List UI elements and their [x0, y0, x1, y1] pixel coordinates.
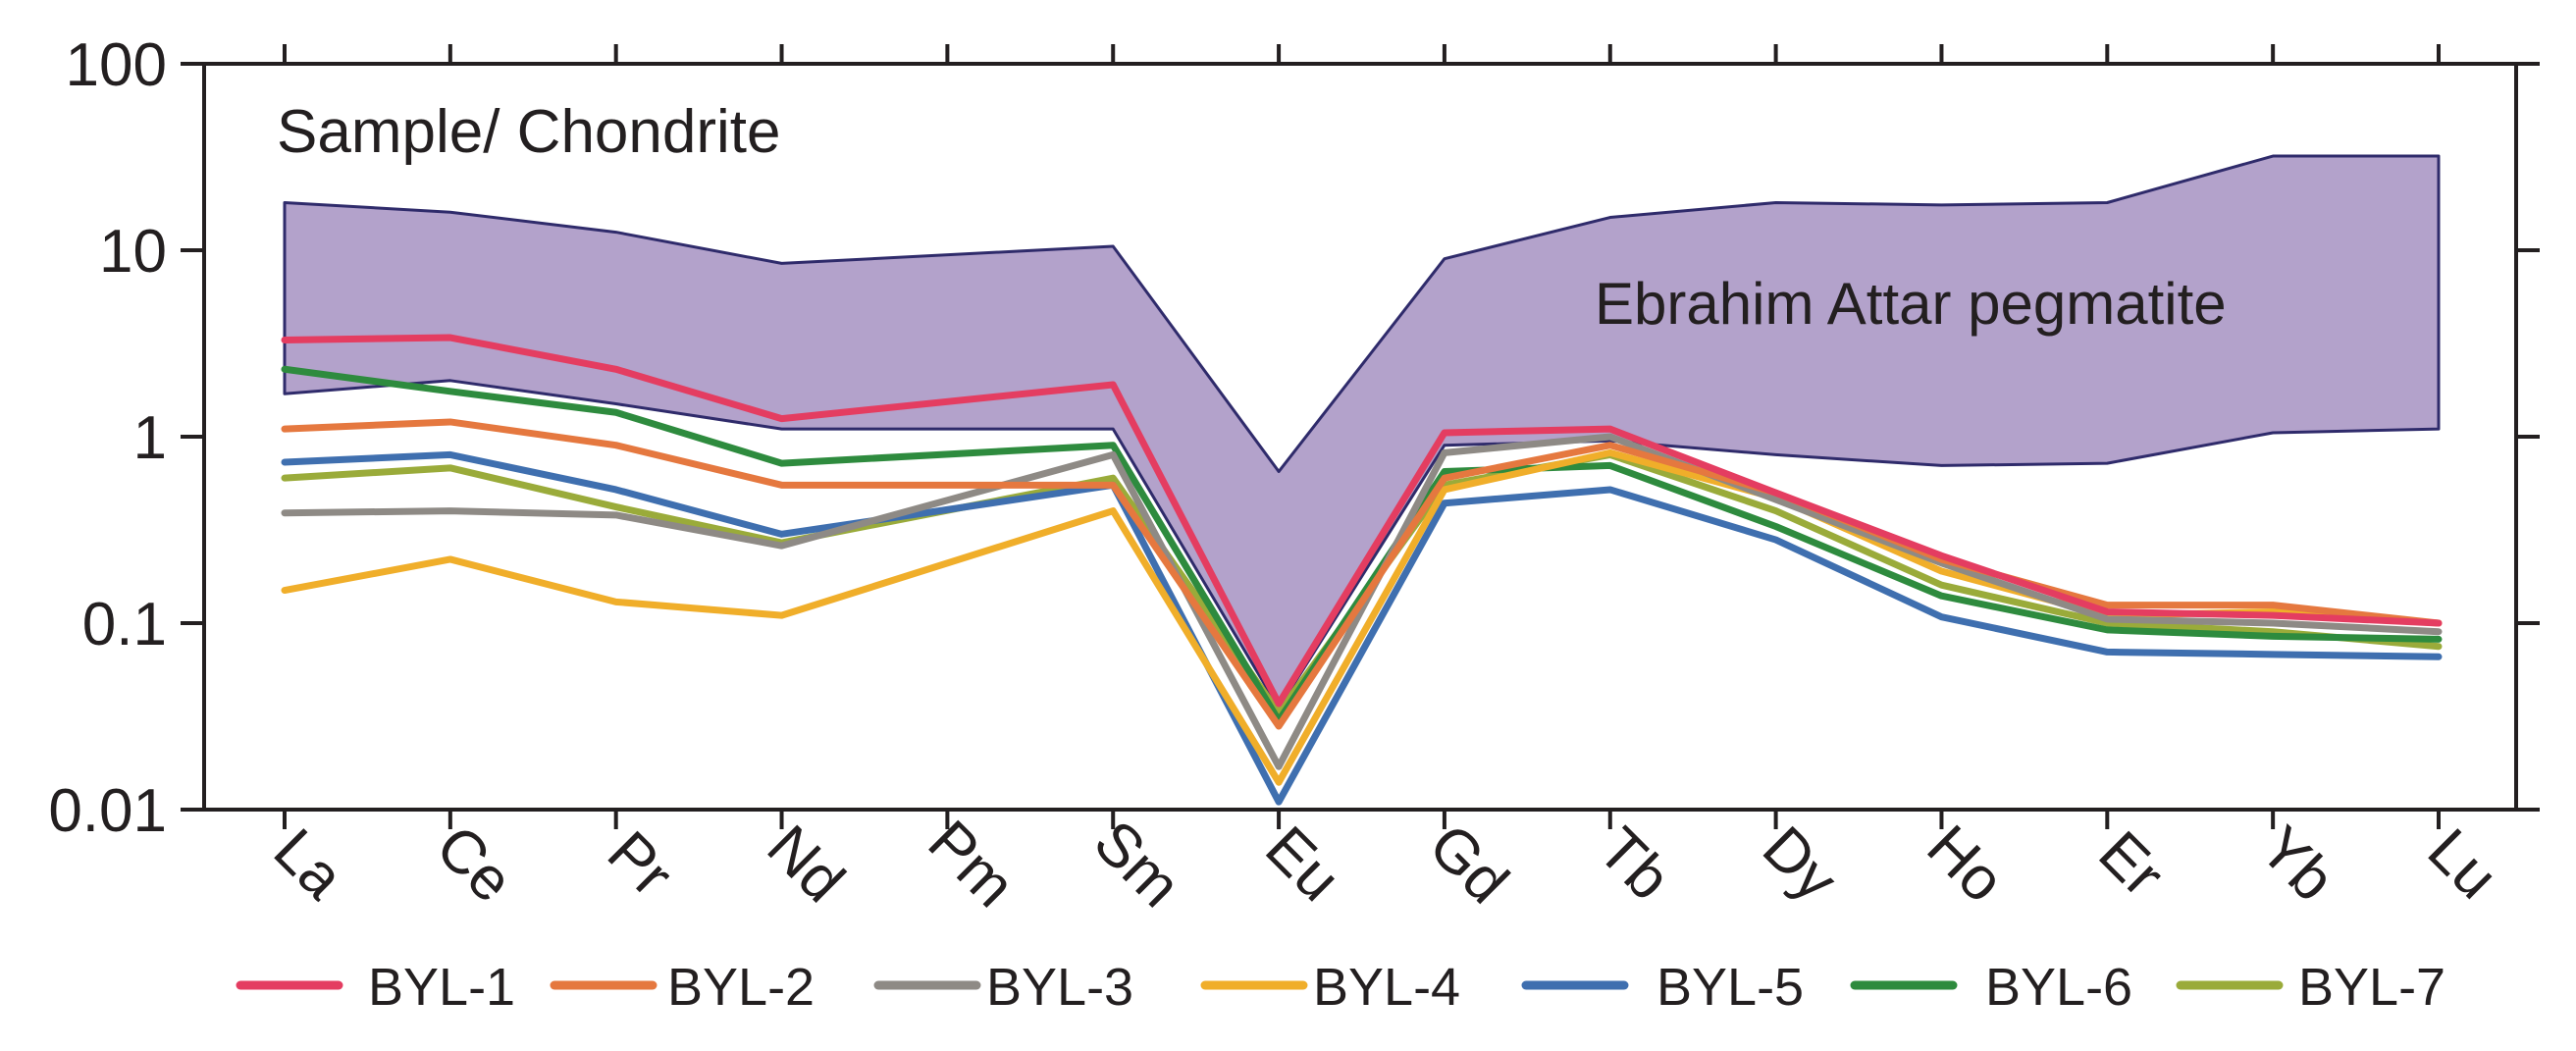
y-tick-label: 1	[133, 404, 167, 472]
legend-label-byl-3: BYL-3	[986, 958, 1133, 1017]
legend-label-byl-5: BYL-5	[1656, 958, 1804, 1017]
y-tick-label: 0.01	[48, 777, 167, 845]
series-line-byl-3	[281, 433, 2443, 770]
legend-label-byl-7: BYL-7	[2298, 958, 2445, 1017]
series-line-byl-7	[281, 450, 2443, 716]
band-annotation: Ebrahim Attar pegmatite	[1595, 271, 2227, 337]
series-line-byl-2	[281, 418, 2443, 730]
legend-label-byl-4: BYL-4	[1313, 958, 1460, 1017]
legend-label-byl-6: BYL-6	[1985, 958, 2132, 1017]
series-line-byl-4	[281, 448, 2443, 786]
y-tick-label: 10	[99, 218, 167, 286]
series-line-byl-1	[281, 334, 2443, 708]
chart-title: Sample/ Chondrite	[277, 98, 781, 166]
legend: BYL-1 BYL-2 BYL-3 BYL-4 BYL-5 BYL-6 BYL-7	[236, 958, 2445, 1017]
series-line-byl-6	[281, 365, 2443, 724]
series-line-byl-5	[281, 450, 2443, 806]
legend-label-byl-2: BYL-2	[667, 958, 815, 1017]
band-area-ebrahim-attar-pegmatite	[283, 154, 2441, 710]
legend-label-byl-1: BYL-1	[368, 958, 515, 1017]
y-tick-label: 0.1	[82, 591, 167, 658]
y-tick-label: 100	[66, 31, 167, 99]
